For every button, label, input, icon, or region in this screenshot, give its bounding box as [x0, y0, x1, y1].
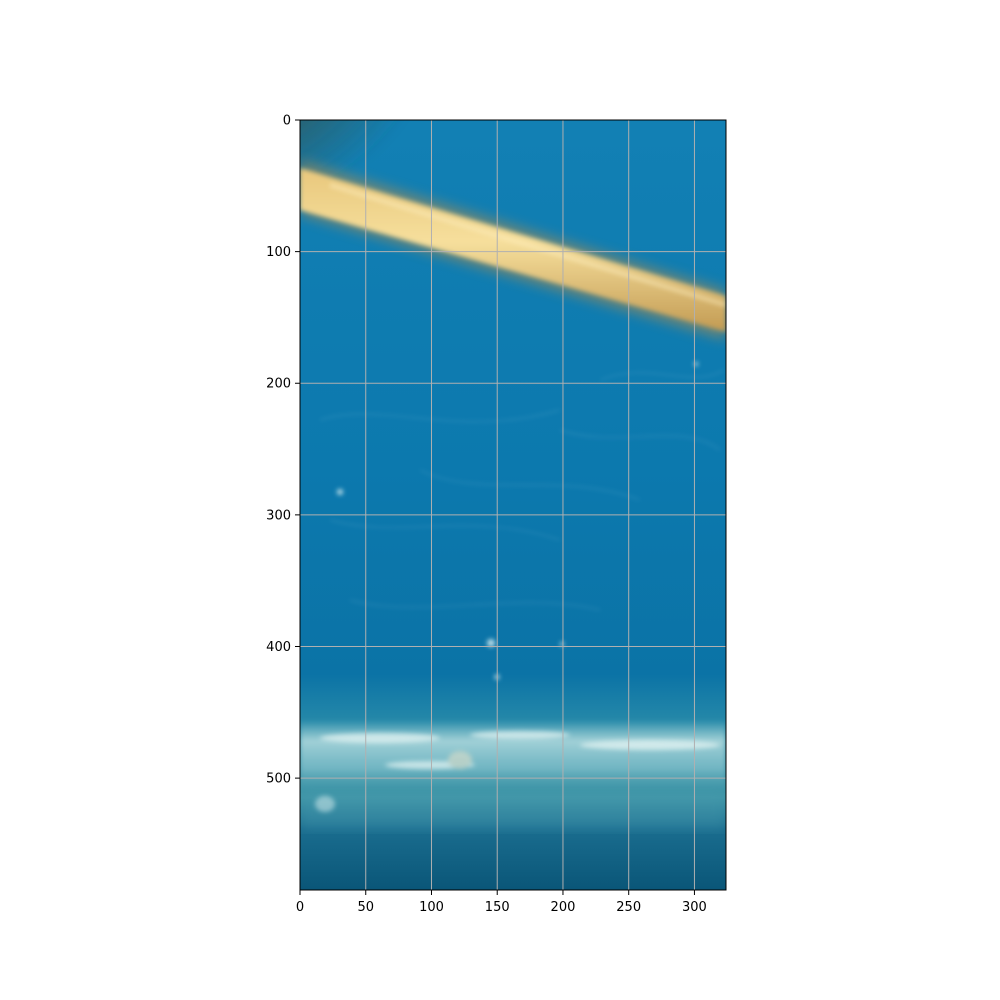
y-tick-label: 400: [266, 640, 291, 655]
y-axis: 0 100 200 300 400 500: [266, 114, 300, 787]
y-tick-label: 300: [266, 508, 291, 523]
x-tick-label: 300: [682, 900, 707, 915]
y-tick-label: 500: [266, 772, 291, 787]
x-tick-label: 100: [419, 900, 444, 915]
y-tick-label: 200: [266, 377, 291, 392]
x-tick-label: 200: [551, 900, 576, 915]
y-tick-label: 100: [266, 245, 291, 260]
x-tick-label: 150: [485, 900, 510, 915]
stick: [300, 160, 726, 340]
y-tick-label: 0: [283, 114, 291, 129]
photo: [300, 120, 726, 890]
x-tick-label: 50: [357, 900, 374, 915]
x-tick-label: 250: [616, 900, 641, 915]
axes-frame: [299, 119, 727, 891]
x-tick-label: 0: [296, 900, 304, 915]
x-axis: 0 50 100 150 200 250 300: [296, 890, 707, 915]
